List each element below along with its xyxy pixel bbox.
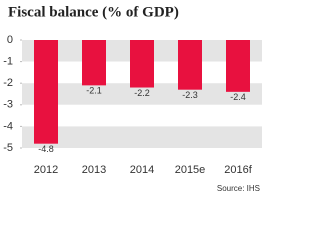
x-tick-label: 2015e: [175, 164, 206, 176]
x-tick-label: 2013: [82, 164, 106, 176]
bar: [130, 40, 154, 88]
y-tick-label: -2: [3, 77, 13, 89]
x-tick-label: 2014: [130, 164, 154, 176]
bar: [82, 40, 106, 86]
source-note: Source: IHS: [217, 184, 260, 193]
value-label: -4.8: [38, 144, 54, 154]
chart: Fiscal balance (% of GDP) Source: IHS 0 -…: [3, 4, 262, 193]
value-label: -2.4: [230, 92, 246, 102]
y-tick-label: 0: [7, 34, 13, 46]
value-label: -2.3: [182, 90, 198, 100]
bar: [226, 40, 250, 92]
y-tick-label: -1: [3, 56, 13, 68]
y-tick-label: -3: [3, 99, 13, 111]
grid-band: [22, 104, 262, 127]
grid-band: [22, 126, 262, 148]
x-tick-label: 2016f: [224, 164, 252, 176]
y-tick-label: -5: [3, 142, 13, 154]
value-label: -2.2: [134, 88, 150, 98]
x-tick-label: 2012: [34, 164, 58, 176]
value-label: -2.1: [86, 86, 102, 96]
chart-title: Fiscal balance (% of GDP): [8, 4, 179, 20]
bar: [34, 40, 58, 144]
y-tick-label: -4: [3, 120, 13, 132]
bar: [178, 40, 202, 90]
